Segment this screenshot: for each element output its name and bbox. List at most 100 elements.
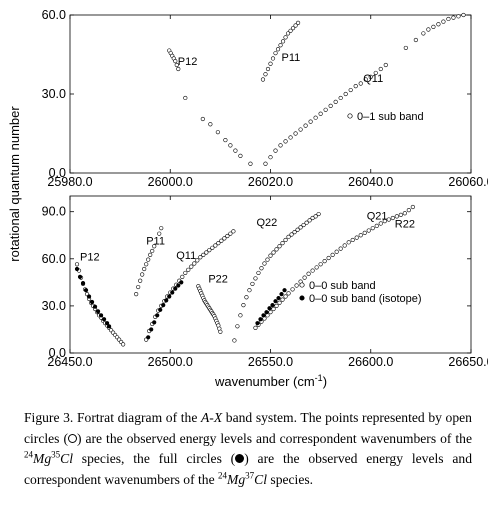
data-point-p12-isotope — [77, 274, 83, 279]
data-point-q11 — [338, 95, 343, 101]
y-axis-label: rotational quantum number — [7, 106, 22, 262]
data-point-q11-isotope — [176, 283, 181, 288]
data-point-q11-isotope — [173, 286, 178, 291]
data-point-p11 — [285, 31, 291, 36]
data-point-q21 — [366, 228, 371, 233]
data-point-p12 — [228, 143, 233, 148]
data-point-p11 — [138, 278, 143, 283]
data-point-p11 — [150, 248, 155, 254]
data-point-q22 — [274, 247, 279, 252]
data-point-q21 — [342, 243, 347, 248]
caption-species-2-mg-mass: 24 — [218, 469, 228, 480]
data-point-p12 — [200, 116, 205, 122]
x-tick-label: 26550.0 — [248, 355, 293, 369]
x-tick-label: 26500.0 — [148, 355, 193, 369]
caption-band-system: A-X — [201, 410, 223, 425]
data-point-q21 — [370, 226, 375, 231]
data-point-q22 — [235, 324, 240, 329]
data-point-q22 — [304, 220, 309, 225]
data-point-q21 — [394, 214, 399, 219]
data-point-q22 — [307, 218, 312, 223]
data-point-q21-isotope — [258, 317, 263, 322]
data-point-q22 — [295, 227, 300, 232]
data-point-p12 — [208, 122, 213, 127]
data-point-q11 — [213, 243, 218, 248]
caption-text-3: ) are the observed energy levels and cor… — [76, 430, 472, 446]
caption-species-2-cl: Cl — [254, 471, 267, 487]
branch-label-q22: Q22 — [256, 217, 277, 229]
data-point-q11 — [353, 83, 358, 89]
data-point-q22 — [283, 237, 288, 243]
data-point-p11 — [260, 77, 266, 82]
data-point-p11 — [140, 272, 145, 277]
data-point-q22 — [301, 222, 306, 228]
data-point-q21 — [374, 223, 379, 228]
data-point-q22 — [244, 295, 249, 300]
data-point-q11 — [183, 270, 188, 276]
y-tick-label: 30.0 — [42, 87, 66, 101]
data-point-q11 — [288, 135, 293, 140]
data-point-q21-isotope — [282, 288, 287, 293]
data-point-q11 — [228, 231, 233, 236]
data-point-q11 — [283, 139, 288, 144]
data-point-q22 — [238, 313, 243, 318]
branch-label-p11: P11 — [282, 52, 301, 64]
data-point-q11-isotope — [146, 335, 151, 340]
x-tick-label: 26060.0 — [448, 175, 488, 189]
data-point-p11 — [134, 292, 139, 297]
data-point-q11 — [436, 22, 441, 27]
data-point-q11 — [293, 131, 298, 136]
data-point-q21 — [378, 221, 383, 226]
data-point-p11 — [142, 266, 147, 272]
data-point-p11 — [278, 43, 283, 48]
data-point-p12 — [183, 95, 188, 101]
data-point-q21 — [294, 283, 299, 288]
data-point-q11 — [225, 233, 230, 239]
data-point-q11 — [303, 123, 308, 128]
data-point-p11 — [136, 284, 141, 290]
data-point-q11-isotope — [170, 290, 175, 295]
data-point-q21-isotope — [270, 303, 275, 308]
branch-label-p22: P22 — [208, 273, 228, 285]
data-point-q22 — [271, 250, 276, 255]
caption-species-2-cl-mass: 37 — [245, 469, 255, 480]
data-point-q11 — [373, 70, 378, 76]
x-tick-label: 26450.0 — [47, 355, 92, 369]
x-axis-label-suffix: ) — [323, 374, 327, 389]
data-point-p12 — [173, 58, 178, 64]
data-point-q21 — [274, 303, 279, 309]
open-circle-symbol — [67, 433, 77, 443]
upper-plot-tick-labels: 25980.0 26000.0 26020.0 26040.0 26060.0 0.0 30… — [42, 8, 488, 189]
data-point-q11 — [451, 15, 456, 20]
data-point-q11 — [358, 81, 363, 86]
y-tick-label: 60.0 — [42, 252, 66, 266]
data-point-q21 — [277, 300, 282, 305]
data-point-p11 — [273, 51, 278, 56]
data-point-p11 — [275, 47, 281, 52]
data-point-q22 — [316, 211, 321, 217]
data-point-q11 — [192, 261, 197, 266]
data-point-q21 — [318, 262, 323, 267]
data-point-q11-isotope — [158, 307, 163, 312]
data-point-p12 — [248, 161, 253, 166]
data-point-q21 — [306, 271, 311, 276]
upper-panel-0-1-sub-band: 25980.0 26000.0 26020.0 26040.0 26060.0 0.0 30… — [42, 8, 488, 189]
data-point-q11 — [426, 27, 431, 32]
y-tick-label: 30.0 — [42, 299, 66, 313]
data-point-p12-isotope — [74, 266, 80, 272]
data-point-p12-isotope — [86, 294, 92, 299]
upper-plot-ticks — [69, 14, 472, 174]
branch-label-q21: Q21 — [367, 211, 388, 223]
y-tick-label: 0.0 — [49, 166, 66, 180]
data-point-q21-isotope — [279, 292, 284, 297]
data-point-p11 — [268, 61, 273, 66]
data-point-q11-isotope — [164, 298, 169, 303]
y-tick-label: 60.0 — [42, 8, 66, 22]
data-point-q21 — [283, 294, 288, 299]
data-point-p11 — [144, 262, 149, 267]
filled-circle-symbol — [235, 454, 245, 463]
data-point-p11 — [283, 35, 288, 40]
data-point-q11 — [348, 87, 353, 93]
legend-entry: 0–1 sub band — [357, 111, 424, 123]
